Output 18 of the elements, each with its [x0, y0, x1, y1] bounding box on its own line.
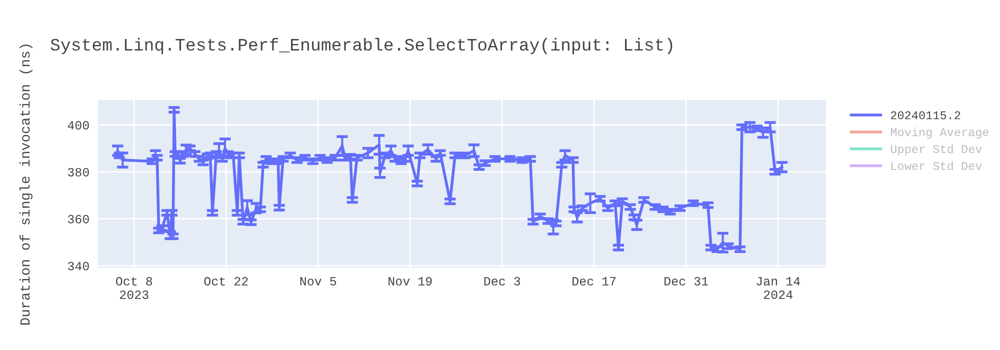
x-tick-label: Jan 14 2024: [756, 277, 800, 299]
legend-label: Moving Average: [890, 128, 989, 139]
x-tick-label: Nov 5: [300, 277, 336, 286]
x-tick-label: Dec 31: [664, 277, 708, 286]
x-tick-label: Oct 22: [204, 277, 248, 286]
x-tick-label: Dec 17: [572, 277, 616, 286]
y-axis-title: Duration of single invocation (ns): [20, 44, 32, 325]
legend-label: Lower Std Dev: [892, 161, 982, 170]
legend-label: 20240115.2: [890, 111, 960, 120]
chart-title: System.Linq.Tests.Perf_Enumerable.SelectToArray(input: List): [50, 38, 672, 54]
y-tick-label: 360: [68, 214, 89, 224]
x-tick-label: Dec 3: [484, 277, 520, 286]
x-tick-label: Nov 19: [388, 277, 432, 286]
x-tick-label: Oct 8 2023: [116, 277, 152, 299]
y-tick-label: 380: [68, 168, 89, 176]
y-tick-label: 340: [68, 262, 89, 270]
legend-label: Upper Std Dev: [890, 144, 982, 156]
y-tick-label: 400: [68, 121, 89, 130]
